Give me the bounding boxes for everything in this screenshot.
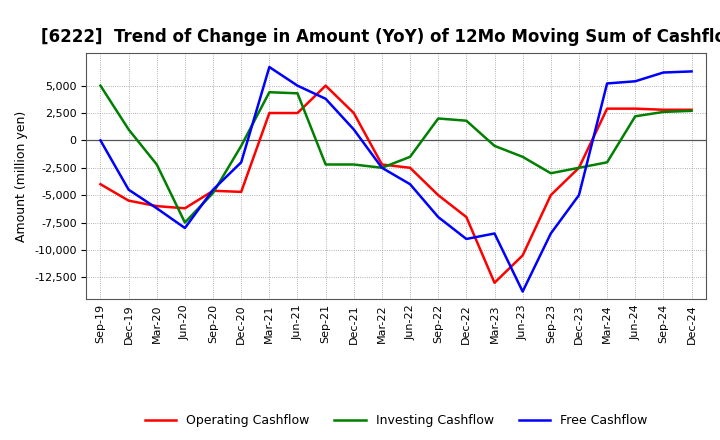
Operating Cashflow <box>181 205 189 211</box>
Free Cashflow <box>293 83 302 88</box>
Free Cashflow <box>96 138 105 143</box>
Investing Cashflow <box>406 154 415 159</box>
Investing Cashflow <box>293 91 302 96</box>
Line: Operating Cashflow: Operating Cashflow <box>101 86 691 283</box>
Investing Cashflow <box>659 109 667 114</box>
Investing Cashflow <box>153 162 161 167</box>
Title: [6222]  Trend of Change in Amount (YoY) of 12Mo Moving Sum of Cashflows: [6222] Trend of Change in Amount (YoY) o… <box>41 28 720 46</box>
Free Cashflow <box>349 127 358 132</box>
Free Cashflow <box>575 193 583 198</box>
Operating Cashflow <box>603 106 611 111</box>
Free Cashflow <box>153 205 161 211</box>
Investing Cashflow <box>209 191 217 196</box>
Operating Cashflow <box>349 110 358 116</box>
Free Cashflow <box>265 64 274 70</box>
Operating Cashflow <box>631 106 639 111</box>
Investing Cashflow <box>265 90 274 95</box>
Operating Cashflow <box>546 193 555 198</box>
Free Cashflow <box>603 81 611 86</box>
Operating Cashflow <box>518 253 527 258</box>
Investing Cashflow <box>546 171 555 176</box>
Free Cashflow <box>434 214 443 220</box>
Operating Cashflow <box>575 165 583 170</box>
Investing Cashflow <box>631 114 639 119</box>
Investing Cashflow <box>96 83 105 88</box>
Investing Cashflow <box>434 116 443 121</box>
Investing Cashflow <box>349 162 358 167</box>
Operating Cashflow <box>237 189 246 194</box>
Free Cashflow <box>406 182 415 187</box>
Operating Cashflow <box>96 182 105 187</box>
Line: Free Cashflow: Free Cashflow <box>101 67 691 292</box>
Free Cashflow <box>462 236 471 242</box>
Investing Cashflow <box>575 165 583 170</box>
Operating Cashflow <box>490 280 499 286</box>
Legend: Operating Cashflow, Investing Cashflow, Free Cashflow: Operating Cashflow, Investing Cashflow, … <box>140 409 652 432</box>
Operating Cashflow <box>153 203 161 209</box>
Operating Cashflow <box>406 165 415 170</box>
Free Cashflow <box>546 231 555 236</box>
Free Cashflow <box>209 187 217 192</box>
Operating Cashflow <box>434 193 443 198</box>
Operating Cashflow <box>293 110 302 116</box>
Operating Cashflow <box>265 110 274 116</box>
Free Cashflow <box>518 289 527 294</box>
Operating Cashflow <box>125 198 133 203</box>
Free Cashflow <box>321 96 330 102</box>
Operating Cashflow <box>209 188 217 194</box>
Investing Cashflow <box>490 143 499 149</box>
Investing Cashflow <box>237 143 246 149</box>
Free Cashflow <box>181 225 189 231</box>
Investing Cashflow <box>518 154 527 159</box>
Investing Cashflow <box>603 160 611 165</box>
Operating Cashflow <box>687 107 696 112</box>
Investing Cashflow <box>377 165 386 170</box>
Free Cashflow <box>631 79 639 84</box>
Free Cashflow <box>125 187 133 192</box>
Investing Cashflow <box>321 162 330 167</box>
Line: Investing Cashflow: Investing Cashflow <box>101 86 691 223</box>
Free Cashflow <box>490 231 499 236</box>
Operating Cashflow <box>462 214 471 220</box>
Free Cashflow <box>659 70 667 75</box>
Investing Cashflow <box>181 220 189 225</box>
Free Cashflow <box>237 160 246 165</box>
Investing Cashflow <box>687 108 696 114</box>
Y-axis label: Amount (million yen): Amount (million yen) <box>16 110 29 242</box>
Operating Cashflow <box>659 107 667 112</box>
Operating Cashflow <box>321 83 330 88</box>
Free Cashflow <box>687 69 696 74</box>
Investing Cashflow <box>462 118 471 123</box>
Investing Cashflow <box>125 127 133 132</box>
Free Cashflow <box>377 165 386 170</box>
Operating Cashflow <box>377 162 386 167</box>
